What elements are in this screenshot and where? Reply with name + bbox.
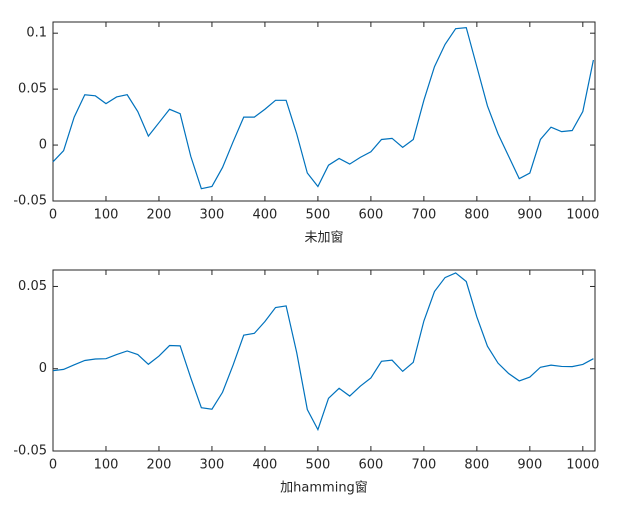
x-tick-label: 600 bbox=[358, 208, 383, 223]
y-tick-label: -0.05 bbox=[13, 194, 47, 209]
x-tick-label: 700 bbox=[411, 208, 436, 223]
x-tick-label: 500 bbox=[305, 458, 330, 473]
x-tick-label: 500 bbox=[305, 208, 330, 223]
x-tick-label: 300 bbox=[200, 458, 225, 473]
x-tick-label: 700 bbox=[411, 458, 436, 473]
x-tick-label: 600 bbox=[358, 458, 383, 473]
x-tick-label: 400 bbox=[253, 208, 278, 223]
axes-box bbox=[52, 269, 596, 452]
x-tick-label: 1000 bbox=[566, 458, 599, 473]
x-tick-label: 800 bbox=[464, 208, 489, 223]
data-line bbox=[52, 272, 594, 432]
x-tick-label: 800 bbox=[464, 458, 489, 473]
y-tick-label: 0.1 bbox=[26, 26, 47, 41]
x-tick-label: 0 bbox=[49, 208, 57, 223]
x-tick-label: 400 bbox=[253, 458, 278, 473]
x-tick-label: 300 bbox=[200, 208, 225, 223]
y-tick-label: -0.05 bbox=[13, 444, 47, 459]
x-tick-label: 200 bbox=[147, 208, 172, 223]
x-tick-label: 900 bbox=[517, 458, 542, 473]
axes-box bbox=[52, 21, 596, 202]
y-tick-label: 0.05 bbox=[18, 82, 47, 97]
data-line bbox=[52, 26, 594, 190]
x-tick-label: 100 bbox=[94, 458, 119, 473]
y-tick-label: 0 bbox=[39, 361, 47, 376]
x-tick-label: 1000 bbox=[566, 208, 599, 223]
x-axis-label: 未加窗 bbox=[304, 230, 343, 246]
x-tick-label: 900 bbox=[517, 208, 542, 223]
y-tick-label: 0.05 bbox=[18, 279, 47, 294]
x-tick-label: 100 bbox=[94, 208, 119, 223]
y-tick-label: 0 bbox=[39, 138, 47, 153]
x-tick-label: 200 bbox=[147, 458, 172, 473]
x-axis-label: 加hamming窗 bbox=[280, 480, 368, 496]
x-tick-label: 0 bbox=[49, 458, 57, 473]
